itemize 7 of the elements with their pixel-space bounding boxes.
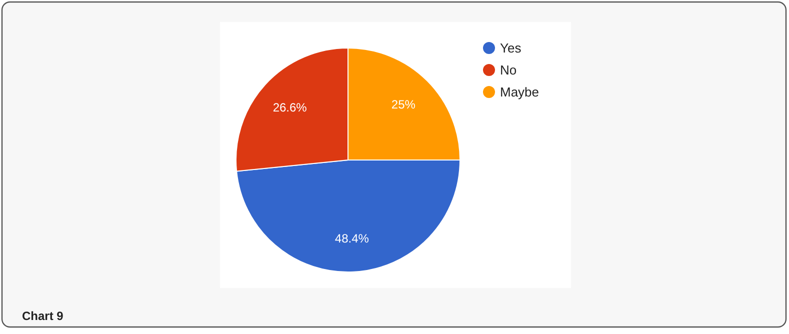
- legend-label: Yes: [500, 40, 522, 56]
- data-label: 25%: [391, 98, 416, 112]
- legend-label: No: [500, 62, 517, 78]
- caption: Chart 9: [22, 309, 64, 323]
- data-label: 26.6%: [272, 100, 308, 114]
- legend-label: Maybe: [500, 84, 540, 100]
- data-label: 48.4%: [334, 231, 370, 246]
